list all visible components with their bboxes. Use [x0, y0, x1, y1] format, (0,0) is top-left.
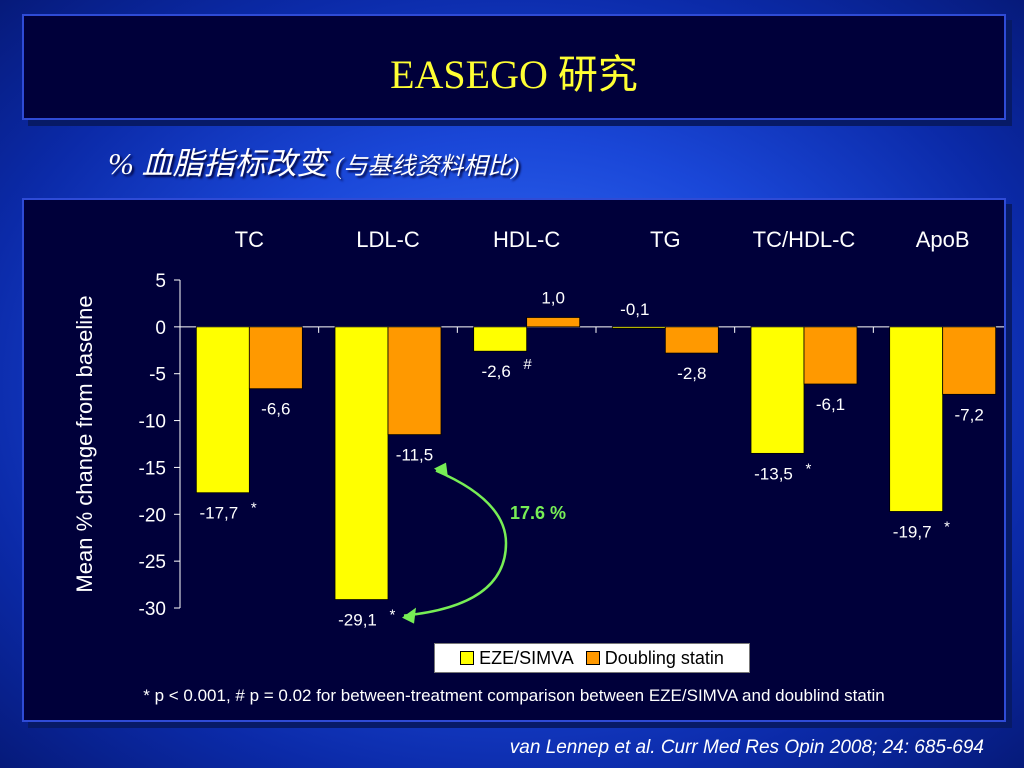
- difference-arrowhead-bottom: [402, 607, 416, 624]
- value-label-eze-simva-3: -0,1: [620, 300, 649, 319]
- bar-eze-simva-2: [473, 326, 528, 352]
- value-label-eze-simva-2: -2,6: [482, 362, 511, 381]
- bar-eze-simva-0: [195, 326, 250, 494]
- title-panel: EASEGO 研究: [22, 14, 1006, 120]
- bar-doubling-statin-3: [664, 326, 719, 354]
- category-label-1: LDL-C: [356, 227, 420, 252]
- value-label-eze-simva-1: -29,1: [338, 611, 377, 630]
- value-label-doubling-statin-0: -6,6: [261, 400, 290, 419]
- bar-doubling-statin-1: [387, 326, 442, 436]
- significance-mark-2: #: [523, 356, 532, 373]
- y-tick-label-0: 5: [155, 271, 166, 292]
- value-label-doubling-statin-5: -7,2: [955, 405, 984, 424]
- category-label-2: HDL-C: [493, 227, 560, 252]
- legend-swatch-series-2: [585, 651, 600, 665]
- significance-footnote: * p < 0.001, # p = 0.02 for between-trea…: [143, 686, 885, 705]
- bar-doubling-statin-4: [803, 326, 858, 385]
- bar-doubling-statin-0: [248, 326, 303, 390]
- legend-label-series-2: Doubling statin: [604, 647, 724, 668]
- significance-mark-5: *: [944, 518, 950, 535]
- value-label-doubling-statin-2: 1,0: [541, 288, 565, 307]
- difference-arrow: [403, 469, 508, 617]
- bar-doubling-statin-2: [526, 317, 581, 328]
- value-label-doubling-statin-4: -6,1: [816, 395, 845, 414]
- bar-doubling-statin-5: [942, 326, 997, 395]
- chart-legend: EZE/SIMVA Doubling statin: [434, 643, 750, 673]
- legend-item-series-2: Doubling statin: [585, 647, 724, 669]
- slide-subtitle: % 血脂指标改变 (与基线资料相比): [108, 138, 519, 183]
- value-label-doubling-statin-1: -11,5: [396, 446, 434, 465]
- bar-eze-simva-5: [889, 326, 944, 512]
- subtitle-main: % 血脂指标改变: [108, 146, 336, 181]
- category-label-4: TC/HDL-C: [753, 227, 856, 252]
- y-tick-label-3: -10: [139, 412, 166, 433]
- bar-eze-simva-1: [334, 326, 389, 600]
- difference-label: 17.6 %: [510, 503, 566, 523]
- legend-swatch-series-1: [460, 651, 475, 665]
- difference-arrowhead-top: [434, 462, 448, 478]
- value-label-eze-simva-0: -17,7: [199, 504, 238, 523]
- legend-item-series-1: EZE/SIMVA: [460, 648, 574, 669]
- y-tick-label-2: -5: [149, 365, 166, 386]
- subtitle-parenthetical: (与基线资料相比): [335, 154, 520, 180]
- y-tick-label-5: -20: [139, 505, 166, 526]
- y-axis-title: Mean % change from baseline: [72, 295, 97, 592]
- y-tick-label-7: -30: [139, 599, 166, 620]
- y-tick-label-1: 0: [155, 318, 166, 339]
- category-label-5: ApoB: [916, 227, 970, 252]
- value-label-eze-simva-5: -19,7: [893, 522, 932, 541]
- value-label-eze-simva-4: -13,5: [754, 464, 793, 483]
- bar-eze-simva-3: [611, 326, 666, 329]
- slide-title: EASEGO 研究: [390, 52, 638, 97]
- category-label-0: TC: [235, 227, 264, 252]
- chart-panel: 5 0 -5 -10 -15 -20 -25 -30 Mean % change from ba…: [22, 198, 1006, 722]
- bar-eze-simva-4: [750, 326, 805, 454]
- category-label-3: TG: [650, 227, 681, 252]
- legend-label-series-1: EZE/SIMVA: [479, 647, 574, 668]
- y-tick-label-6: -25: [139, 552, 166, 573]
- significance-mark-0: *: [251, 500, 257, 517]
- y-tick-label-4: -15: [139, 458, 166, 479]
- citation: van Lennep et al. Curr Med Res Opin 2008…: [509, 737, 984, 758]
- significance-mark-1: *: [390, 607, 396, 624]
- value-label-doubling-statin-3: -2,8: [677, 364, 706, 383]
- significance-mark-4: *: [806, 460, 812, 477]
- bar-chart: 5 0 -5 -10 -15 -20 -25 -30 Mean % change from ba…: [72, 227, 1004, 630]
